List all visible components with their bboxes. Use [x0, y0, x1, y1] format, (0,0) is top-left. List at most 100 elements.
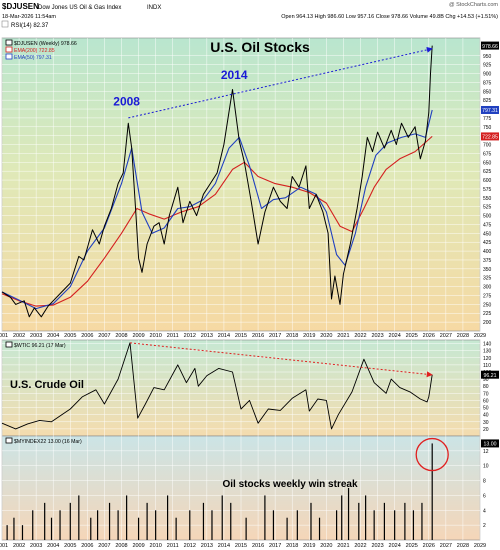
x-tick-label-bottom: 2007 [98, 543, 110, 549]
x-tick-label-top: 2011 [167, 333, 179, 339]
y-tick-label: 500 [483, 214, 492, 220]
wtic-series-line [1, 342, 433, 430]
y-tick-label: 475 [483, 222, 492, 228]
y-tick-label: 450 [483, 231, 492, 237]
y-tick-label: 80 [483, 384, 489, 390]
y-tick-label: 90 [483, 377, 489, 383]
y-tick-label: 50 [483, 406, 489, 412]
winstreak-chart-title: Oil stocks weekly win streak [222, 479, 358, 490]
y-tick-label: 650 [483, 160, 492, 166]
wtic-chart-title: U.S. Crude Oil [10, 379, 84, 391]
x-tick-label-bottom: 2001 [0, 543, 8, 549]
x-tick-label-bottom: 2021 [337, 543, 349, 549]
x-tick-label-bottom: 2011 [167, 543, 179, 549]
x-tick-label-bottom: 2024 [389, 543, 401, 549]
x-tick-label-top: 2027 [440, 333, 452, 339]
year-annotation: 2008 [113, 94, 140, 108]
x-tick-label-top: 2015 [235, 333, 247, 339]
x-tick-label-top: 2003 [30, 333, 42, 339]
y-tick-label: 30 [483, 420, 489, 426]
last-value-tag [481, 105, 499, 114]
legend-swatch [5, 39, 13, 46]
y-tick-label: 675 [483, 151, 492, 157]
y-tick-label: 325 [483, 276, 492, 282]
x-tick-label-top: 2021 [337, 333, 349, 339]
y-tick-label: 550 [483, 196, 492, 202]
y-tick-label: 625 [483, 169, 492, 175]
x-tick-label-bottom: 2014 [218, 543, 230, 549]
x-tick-label-bottom: 2019 [303, 543, 315, 549]
x-tick-label-bottom: 2013 [201, 543, 213, 549]
y-tick-label: 8 [483, 479, 486, 485]
y-tick-label: 775 [483, 116, 492, 122]
legend-swatch [5, 437, 13, 444]
y-tick-label: 900 [483, 72, 492, 78]
x-tick-label-bottom: 2004 [47, 543, 59, 549]
y-tick-label: 850 [483, 89, 492, 95]
y-tick-label: 70 [483, 391, 489, 397]
price-chart-title: U.S. Oil Stocks [210, 39, 310, 55]
y-tick-label: 60 [483, 398, 489, 404]
x-tick-label-bottom: 2008 [115, 543, 127, 549]
y-tick-label: 425 [483, 240, 492, 246]
x-tick-label-top: 2009 [132, 333, 144, 339]
legend-entry: EMA(50) 797.31 [14, 55, 52, 61]
x-tick-label-top: 2020 [320, 333, 332, 339]
x-tick-label-top: 2014 [218, 333, 230, 339]
x-tick-label-bottom: 2017 [269, 543, 281, 549]
y-tick-label: 40 [483, 413, 489, 419]
last-value-tag [481, 41, 499, 50]
chart-exchange: INDX [147, 5, 161, 11]
x-tick-label-top: 2006 [81, 333, 93, 339]
y-tick-label: 875 [483, 80, 492, 86]
x-tick-label-bottom: 2027 [440, 543, 452, 549]
y-tick-label: 350 [483, 267, 492, 273]
legend-swatch [5, 341, 13, 348]
x-tick-label-top: 2001 [0, 333, 8, 339]
y-tick-label: 200 [483, 320, 492, 326]
x-tick-label-top: 2024 [389, 333, 401, 339]
y-tick-label: 140 [483, 342, 492, 348]
y-tick-label: 130 [483, 349, 492, 355]
x-tick-label-bottom: 2010 [150, 543, 162, 549]
y-tick-label: 600 [483, 178, 492, 184]
x-tick-label-bottom: 2016 [252, 543, 264, 549]
x-tick-label-top: 2023 [371, 333, 383, 339]
x-tick-label-bottom: 2020 [320, 543, 332, 549]
x-tick-label-top: 2012 [184, 333, 196, 339]
last-value-label: 96.21 [484, 373, 497, 379]
x-tick-label-bottom: 2022 [354, 543, 366, 549]
y-tick-label: 275 [483, 293, 492, 299]
y-tick-label: 400 [483, 249, 492, 255]
y-tick-label: 110 [483, 363, 491, 369]
x-tick-label-bottom: 2006 [81, 543, 93, 549]
y-tick-label: 375 [483, 258, 492, 264]
legend-entry: EMA(200) 722.85 [14, 48, 55, 54]
x-tick-label-top: 2010 [150, 333, 162, 339]
x-tick-label-top: 2007 [98, 333, 110, 339]
chart-description: Dow Jones US Oil & Gas Index [38, 5, 121, 11]
x-tick-label-top: 2026 [423, 333, 435, 339]
year-annotation: 2014 [221, 68, 248, 82]
rsi-label: RSI(14) 82.37 [11, 23, 49, 29]
y-tick-label: 20 [483, 427, 489, 433]
chart-symbol: $DJUSEN [2, 2, 39, 11]
y-tick-label: 225 [483, 311, 492, 317]
y-tick-label: 250 [483, 302, 492, 308]
x-tick-label-bottom: 2005 [64, 543, 76, 549]
chart-watermark: @ StockCharts.com [449, 2, 498, 8]
price-series-line [1, 45, 433, 318]
legend-entry: $WTIC 96.21 (17 Mar) [14, 343, 66, 349]
x-tick-label-bottom: 2029 [474, 543, 486, 549]
x-tick-label-bottom: 2009 [132, 543, 144, 549]
last-value-label: 978.66 [482, 44, 498, 50]
legend-swatch [5, 46, 13, 53]
chart-datetime: 18-Mar-2026 11:54am [2, 14, 56, 20]
y-tick-label: 925 [483, 63, 492, 69]
y-tick-label: 525 [483, 205, 492, 211]
x-tick-label-top: 2002 [13, 333, 25, 339]
x-tick-label-top: 2005 [64, 333, 76, 339]
x-tick-label-bottom: 2012 [184, 543, 196, 549]
ema200-series-line [1, 135, 433, 307]
